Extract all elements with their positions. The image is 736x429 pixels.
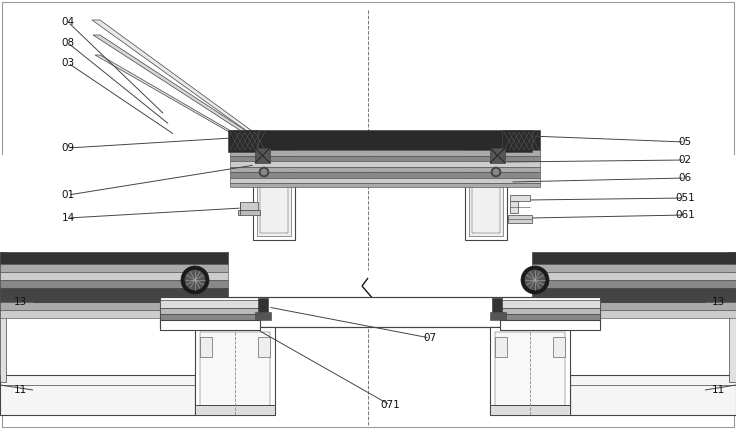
- Bar: [570, 375, 736, 415]
- Bar: [495, 337, 507, 357]
- Polygon shape: [92, 20, 285, 155]
- Bar: [200, 337, 212, 357]
- Text: 04: 04: [61, 17, 74, 27]
- Bar: [160, 320, 260, 330]
- Text: 02: 02: [679, 155, 692, 165]
- Bar: [510, 201, 518, 213]
- Circle shape: [185, 270, 205, 290]
- Bar: [200, 332, 270, 410]
- Bar: [532, 302, 736, 310]
- Bar: [258, 337, 270, 357]
- Bar: [0, 310, 228, 318]
- Bar: [240, 202, 258, 210]
- Bar: [0, 252, 6, 382]
- Text: 061: 061: [675, 210, 695, 220]
- Text: 14: 14: [61, 213, 74, 223]
- Circle shape: [261, 169, 267, 175]
- Bar: [469, 154, 503, 236]
- Bar: [258, 298, 268, 312]
- Circle shape: [181, 266, 209, 294]
- Bar: [230, 178, 540, 183]
- Bar: [0, 375, 195, 415]
- Bar: [0, 280, 228, 288]
- Text: 06: 06: [679, 173, 692, 183]
- Bar: [490, 148, 505, 163]
- Bar: [238, 210, 260, 215]
- Bar: [532, 310, 736, 318]
- Bar: [500, 320, 600, 330]
- Circle shape: [521, 266, 549, 294]
- Bar: [490, 327, 570, 415]
- Bar: [160, 297, 600, 327]
- Bar: [490, 312, 506, 320]
- Bar: [257, 154, 291, 236]
- Bar: [0, 302, 228, 310]
- Bar: [160, 308, 260, 314]
- Bar: [532, 280, 736, 288]
- Bar: [0, 264, 228, 272]
- Text: 01: 01: [61, 190, 74, 200]
- Bar: [195, 327, 275, 415]
- Bar: [472, 157, 500, 233]
- Bar: [500, 300, 600, 308]
- Circle shape: [259, 167, 269, 177]
- Text: 11: 11: [13, 385, 26, 395]
- Bar: [230, 130, 540, 150]
- Text: 051: 051: [675, 193, 695, 203]
- Bar: [230, 172, 540, 178]
- Bar: [532, 288, 736, 302]
- Bar: [492, 298, 502, 312]
- Circle shape: [491, 167, 501, 177]
- Bar: [729, 252, 736, 382]
- Bar: [532, 272, 736, 280]
- Bar: [500, 314, 600, 320]
- Text: 11: 11: [712, 385, 725, 395]
- Bar: [295, 155, 465, 295]
- Bar: [508, 215, 532, 223]
- Bar: [502, 130, 532, 152]
- Bar: [160, 314, 260, 320]
- Text: 13: 13: [13, 297, 26, 307]
- Bar: [228, 130, 258, 152]
- Bar: [532, 264, 736, 272]
- Bar: [230, 167, 540, 172]
- Bar: [465, 150, 507, 240]
- Circle shape: [493, 169, 499, 175]
- Bar: [255, 148, 270, 163]
- Bar: [230, 183, 540, 187]
- Bar: [495, 332, 565, 410]
- Bar: [500, 308, 600, 314]
- Text: 07: 07: [423, 333, 436, 343]
- Bar: [160, 300, 260, 308]
- Bar: [230, 161, 540, 167]
- Text: 071: 071: [380, 400, 400, 410]
- Bar: [0, 272, 228, 280]
- Bar: [195, 405, 275, 415]
- Bar: [0, 288, 228, 302]
- Bar: [230, 156, 540, 161]
- Text: 08: 08: [61, 38, 74, 48]
- Bar: [505, 155, 736, 252]
- Text: 05: 05: [679, 137, 692, 147]
- Bar: [0, 155, 255, 252]
- Bar: [532, 252, 736, 264]
- Bar: [255, 312, 271, 320]
- Circle shape: [525, 270, 545, 290]
- Bar: [230, 150, 540, 156]
- Bar: [510, 195, 530, 201]
- Bar: [253, 150, 295, 240]
- Polygon shape: [95, 55, 281, 160]
- Polygon shape: [93, 35, 283, 155]
- Bar: [0, 252, 228, 264]
- Text: 03: 03: [61, 58, 74, 68]
- Bar: [260, 157, 288, 233]
- Text: 13: 13: [712, 297, 725, 307]
- Text: 09: 09: [61, 143, 74, 153]
- Bar: [490, 405, 570, 415]
- Bar: [553, 337, 565, 357]
